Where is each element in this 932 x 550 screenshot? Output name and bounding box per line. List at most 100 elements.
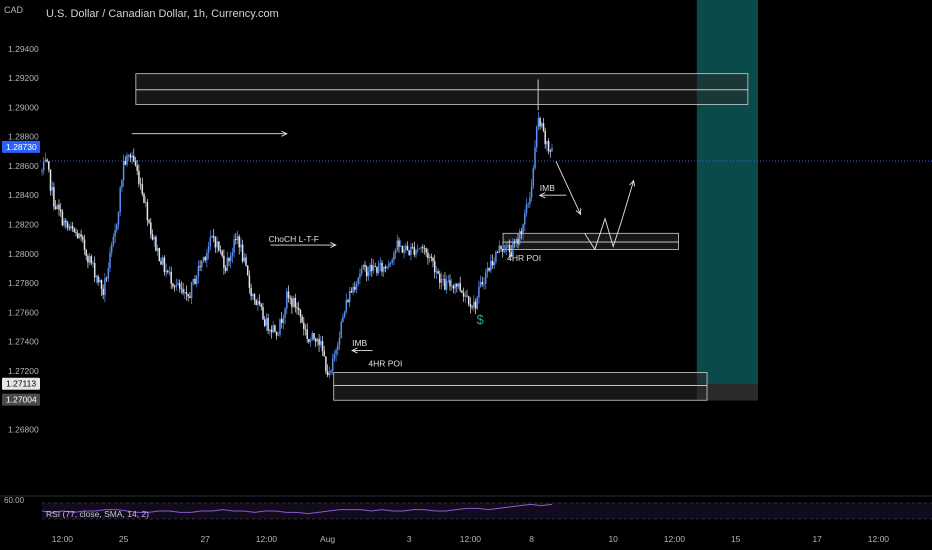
price-tick-label: 1.28600 [8,161,39,171]
candle-body [165,270,167,273]
candle-body [107,268,110,279]
candle-body [360,268,363,274]
candle-body [388,263,390,267]
candle-body [398,240,400,247]
candle-body [112,236,115,245]
candle-body [155,236,157,251]
candles-layer[interactable] [41,79,553,378]
candle-body [396,240,399,251]
candle-body [189,296,191,299]
candle-body [549,151,552,153]
candle-body [474,301,477,309]
candle-body [405,245,407,250]
candle-body [462,292,465,297]
candle-body [442,279,444,280]
candle-body [430,256,433,258]
candle-body [333,354,336,359]
candle-body [384,266,387,269]
candle-body [88,256,91,263]
candle-body [187,294,189,297]
arrow-head [351,347,358,354]
candle-body [491,260,494,266]
candle-body [393,253,395,260]
candle-body [277,334,280,336]
candle-body [282,317,285,324]
candle-body [537,118,540,128]
candle-body [449,280,451,287]
candle-body [382,266,385,272]
candle-body [76,233,79,239]
candle-body [73,228,76,233]
candle-body [80,234,82,237]
candle-body [240,244,242,248]
candle-body [275,331,278,336]
candle-body [513,242,516,244]
candle-body [133,155,135,162]
target-zone-layer [696,0,759,401]
candle-body [467,296,470,305]
candle-body [389,262,392,264]
candle-body [297,308,300,311]
candle-body [139,183,142,185]
candle-body [325,356,327,372]
candle-body [381,262,383,272]
candle-body [303,322,305,329]
price-axis[interactable]: 1.29400 1.29200 1.29000 1.28800 1.28600 1.284… [2,44,40,435]
poi-zone [333,372,708,387]
candle-body [357,278,359,285]
candle-body [158,248,161,262]
price-tick-label: 1.27600 [8,307,39,317]
candle-body [507,245,509,246]
candle-body [54,206,57,210]
rsi-legend: RSI (77, close, SMA, 14, 2) [46,509,149,519]
candle-body [500,245,502,250]
poi-zone [135,73,749,91]
candle-body [461,290,463,293]
candle-body [495,252,497,262]
candle-body [364,264,366,267]
candle-body [478,286,480,298]
time-axis[interactable]: 12:00 25 27 12:00 Aug 3 12:00 8 10 12:00 15 17 12:00… [52,534,932,544]
candle-body [292,297,295,307]
rsi-pane[interactable]: 60.00 RSI (77, close, SMA, 14, 2) [0,495,932,520]
candle-body [515,239,518,244]
candle-body [272,325,274,333]
candle-body [522,224,524,235]
candle-body [124,161,127,165]
candle-body [365,266,368,277]
candle-body [257,301,259,305]
candle-body [167,270,169,273]
candle-body [323,351,325,357]
candle-body [340,322,342,339]
candle-body [82,236,84,240]
candle-body [355,284,358,290]
candle-body [447,280,450,282]
candle-body [190,281,193,299]
candle-body [379,262,382,266]
candle-body [177,283,179,285]
price-tick-label: 1.27400 [8,337,39,347]
arrow-head [330,242,337,249]
candle-body [151,234,154,240]
candle-body [445,281,448,290]
candle-body [206,252,208,261]
candle-body [263,319,266,326]
candle-body [403,249,405,253]
candle-body [350,291,353,293]
arrow-head [575,208,582,216]
candle-body [163,257,166,273]
price-tick-label: 1.27800 [8,278,39,288]
candle-body [44,159,47,162]
candle-body [131,155,133,158]
candle-body [58,204,60,210]
candle-body [518,231,521,244]
candle-body [59,209,62,212]
candle-body [457,283,460,287]
chart-annotation: 4HR POI [507,253,541,263]
candle-body [153,236,155,240]
candle-body [201,260,203,268]
candle-body [372,266,375,271]
candle-body [544,130,546,145]
candle-body [119,187,121,212]
